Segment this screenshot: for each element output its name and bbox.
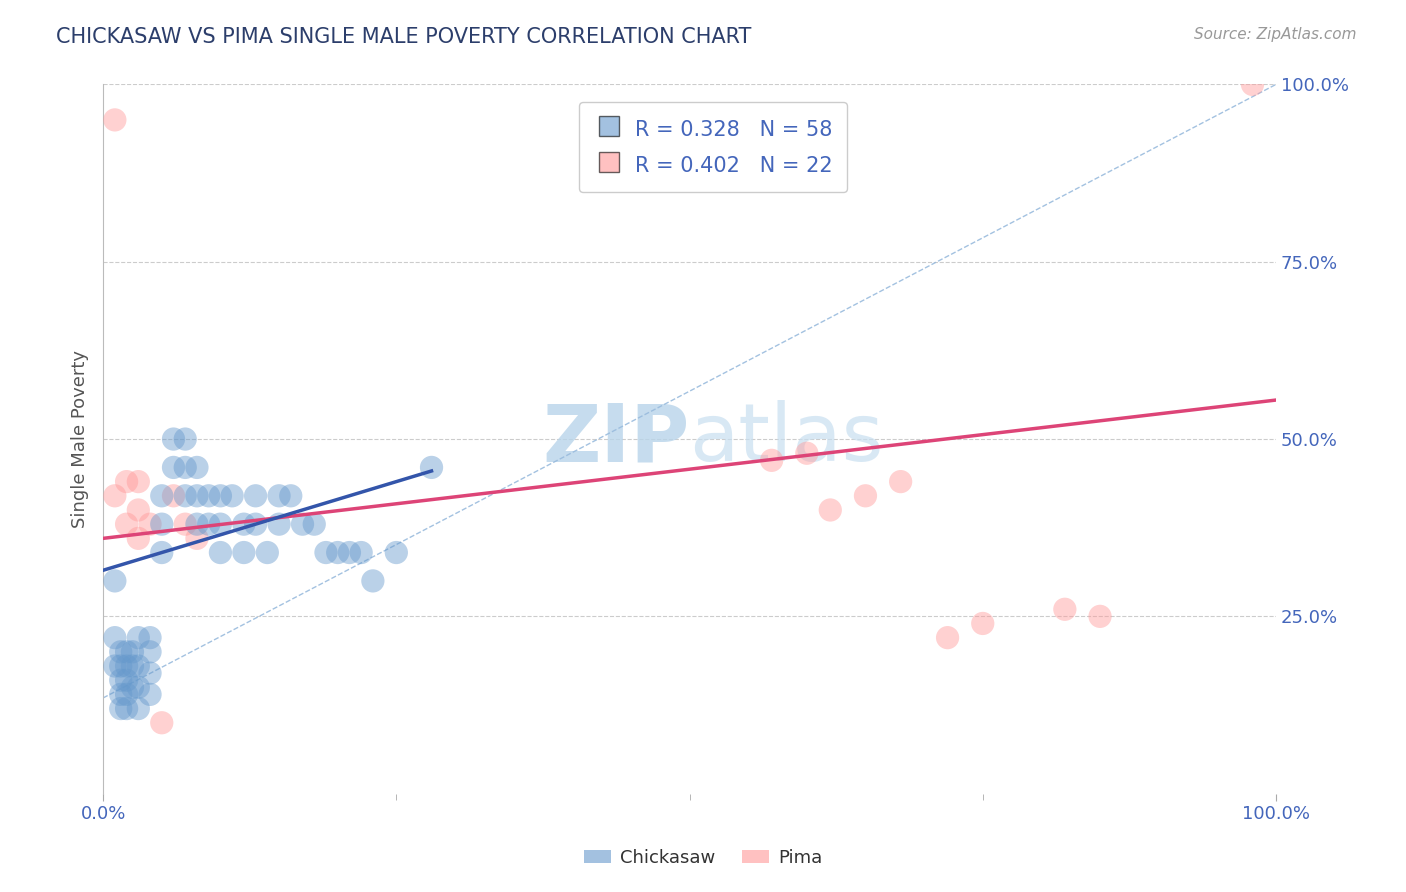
Point — [174, 460, 197, 475]
Point — [104, 631, 127, 645]
Point — [115, 673, 138, 688]
Point — [174, 432, 197, 446]
Point — [232, 517, 254, 532]
Point — [150, 545, 173, 559]
Point — [796, 446, 818, 460]
Point — [127, 701, 149, 715]
Point — [150, 517, 173, 532]
Point — [209, 489, 232, 503]
Point — [104, 659, 127, 673]
Point — [115, 475, 138, 489]
Point — [267, 517, 290, 532]
Point — [855, 489, 877, 503]
Point — [110, 687, 132, 701]
Point — [315, 545, 337, 559]
Point — [361, 574, 384, 588]
Point — [139, 687, 162, 701]
Point — [972, 616, 994, 631]
Point — [104, 489, 127, 503]
Point — [221, 489, 243, 503]
Point — [162, 432, 184, 446]
Point — [127, 681, 149, 695]
Point — [162, 460, 184, 475]
Point — [209, 517, 232, 532]
Point — [350, 545, 373, 559]
Point — [267, 489, 290, 503]
Point — [115, 517, 138, 532]
Point — [115, 659, 138, 673]
Y-axis label: Single Male Poverty: Single Male Poverty — [72, 350, 89, 528]
Point — [761, 453, 783, 467]
Point — [385, 545, 408, 559]
Point — [110, 701, 132, 715]
Point — [339, 545, 361, 559]
Point — [162, 489, 184, 503]
Point — [115, 701, 138, 715]
Point — [245, 489, 267, 503]
Point — [121, 659, 143, 673]
Point — [186, 489, 208, 503]
Point — [139, 631, 162, 645]
Point — [256, 545, 278, 559]
Point — [232, 545, 254, 559]
Point — [150, 489, 173, 503]
Point — [104, 574, 127, 588]
Point — [115, 645, 138, 659]
Point — [936, 631, 959, 645]
Point — [127, 659, 149, 673]
Point — [110, 659, 132, 673]
Point — [280, 489, 302, 503]
Point — [1088, 609, 1111, 624]
Point — [197, 517, 219, 532]
Point — [127, 532, 149, 546]
Point — [110, 645, 132, 659]
Text: Source: ZipAtlas.com: Source: ZipAtlas.com — [1194, 27, 1357, 42]
Point — [127, 475, 149, 489]
Point — [186, 532, 208, 546]
Point — [127, 631, 149, 645]
Legend: R = 0.328   N = 58, R = 0.402   N = 22: R = 0.328 N = 58, R = 0.402 N = 22 — [579, 102, 848, 193]
Point — [139, 645, 162, 659]
Point — [186, 517, 208, 532]
Point — [139, 666, 162, 681]
Text: ZIP: ZIP — [543, 400, 689, 478]
Point — [174, 517, 197, 532]
Legend: Chickasaw, Pima: Chickasaw, Pima — [576, 842, 830, 874]
Point — [139, 517, 162, 532]
Point — [1241, 78, 1264, 92]
Point — [245, 517, 267, 532]
Point — [186, 460, 208, 475]
Point — [291, 517, 314, 532]
Point — [110, 673, 132, 688]
Point — [127, 503, 149, 517]
Point — [174, 489, 197, 503]
Point — [104, 112, 127, 127]
Point — [197, 489, 219, 503]
Point — [890, 475, 912, 489]
Point — [121, 645, 143, 659]
Point — [115, 687, 138, 701]
Point — [302, 517, 325, 532]
Point — [121, 681, 143, 695]
Text: CHICKASAW VS PIMA SINGLE MALE POVERTY CORRELATION CHART: CHICKASAW VS PIMA SINGLE MALE POVERTY CO… — [56, 27, 752, 46]
Point — [1053, 602, 1076, 616]
Text: atlas: atlas — [689, 400, 884, 478]
Point — [820, 503, 842, 517]
Point — [150, 715, 173, 730]
Point — [326, 545, 349, 559]
Point — [420, 460, 443, 475]
Point — [209, 545, 232, 559]
